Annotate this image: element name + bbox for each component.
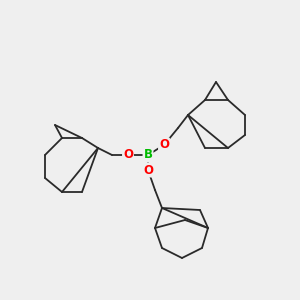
- Text: O: O: [159, 139, 169, 152]
- Text: B: B: [143, 148, 152, 161]
- Text: O: O: [123, 148, 133, 161]
- Text: O: O: [143, 164, 153, 176]
